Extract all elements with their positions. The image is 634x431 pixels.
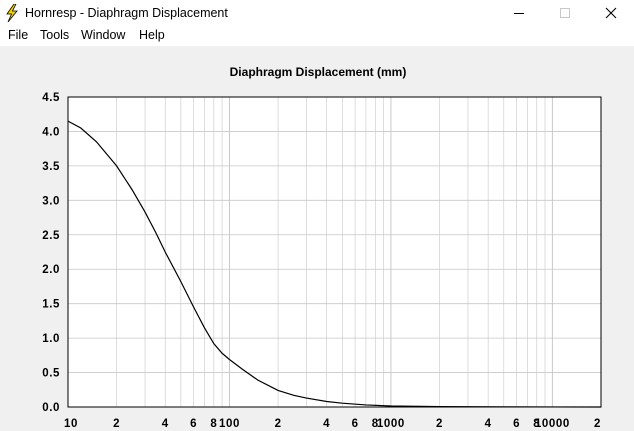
y-tick-label: 1.5 [42, 299, 60, 311]
menu-file[interactable]: File [8, 28, 29, 42]
x-tick-label: 4 [323, 418, 330, 430]
maximize-button[interactable] [542, 0, 588, 26]
x-tick-label: 8 [210, 418, 217, 430]
close-button[interactable] [588, 0, 634, 26]
y-tick-label: 0.5 [42, 368, 60, 380]
plot-frame [67, 96, 602, 408]
chart-area: Diaphragm Displacement (mm) 0.0 0.5 1.0 1.5… [0, 46, 634, 431]
menu-help[interactable]: Help [139, 28, 165, 42]
title-bar[interactable]: Hornresp - Diaphragm Displacement [0, 0, 634, 26]
menu-window[interactable]: Window [81, 28, 126, 42]
displacement-curve [67, 120, 602, 408]
x-tick-label: 2 [275, 418, 282, 430]
y-tick-label: 3.0 [42, 195, 60, 207]
x-tick-label: 2 [113, 418, 120, 430]
x-tick-label: 10 [64, 418, 78, 430]
x-tick-label: 100 [219, 418, 240, 430]
minimize-icon [514, 13, 524, 14]
lightning-bolt-icon [6, 4, 18, 22]
y-tick-label: 0.0 [42, 402, 60, 414]
x-tick-label: 4 [485, 418, 492, 430]
displacement-chart: Diaphragm Displacement (mm) 0.0 0.5 1.0 1.5… [42, 65, 602, 430]
close-icon [605, 7, 617, 19]
x-tick-label: 6 [513, 418, 520, 430]
x-tick-label: 6 [190, 418, 197, 430]
x-tick-label: 6 [352, 418, 359, 430]
y-tick-label: 3.5 [42, 161, 60, 173]
grid-lines [68, 97, 601, 407]
y-tick-label: 4.5 [42, 92, 60, 104]
y-tick-labels: 0.0 0.5 1.0 1.5 2.0 2.5 3.0 3.5 4.0 4.5 [42, 92, 60, 414]
window-title: Hornresp - Diaphragm Displacement [25, 6, 228, 20]
y-tick-label: 2.5 [42, 230, 60, 242]
x-tick-label: 10000 [535, 418, 570, 430]
plot-area [68, 97, 601, 407]
chart-title: Diaphragm Displacement (mm) [230, 65, 407, 79]
x-tick-label: 2 [436, 418, 443, 430]
x-tick-label: 4 [162, 418, 169, 430]
maximize-icon [560, 8, 570, 18]
x-tick-label: 2 [594, 418, 601, 430]
minimize-button[interactable] [496, 0, 542, 26]
x-tick-label: 8 [533, 418, 540, 430]
x-tick-label: 8 [372, 418, 379, 430]
y-tick-label: 1.0 [42, 333, 60, 345]
menu-tools[interactable]: Tools [40, 28, 70, 42]
x-tick-label: 1000 [377, 418, 405, 430]
y-tick-label: 2.0 [42, 264, 60, 276]
y-tick-label: 4.0 [42, 126, 60, 138]
menu-bar: File Tools Window Help [0, 26, 634, 46]
